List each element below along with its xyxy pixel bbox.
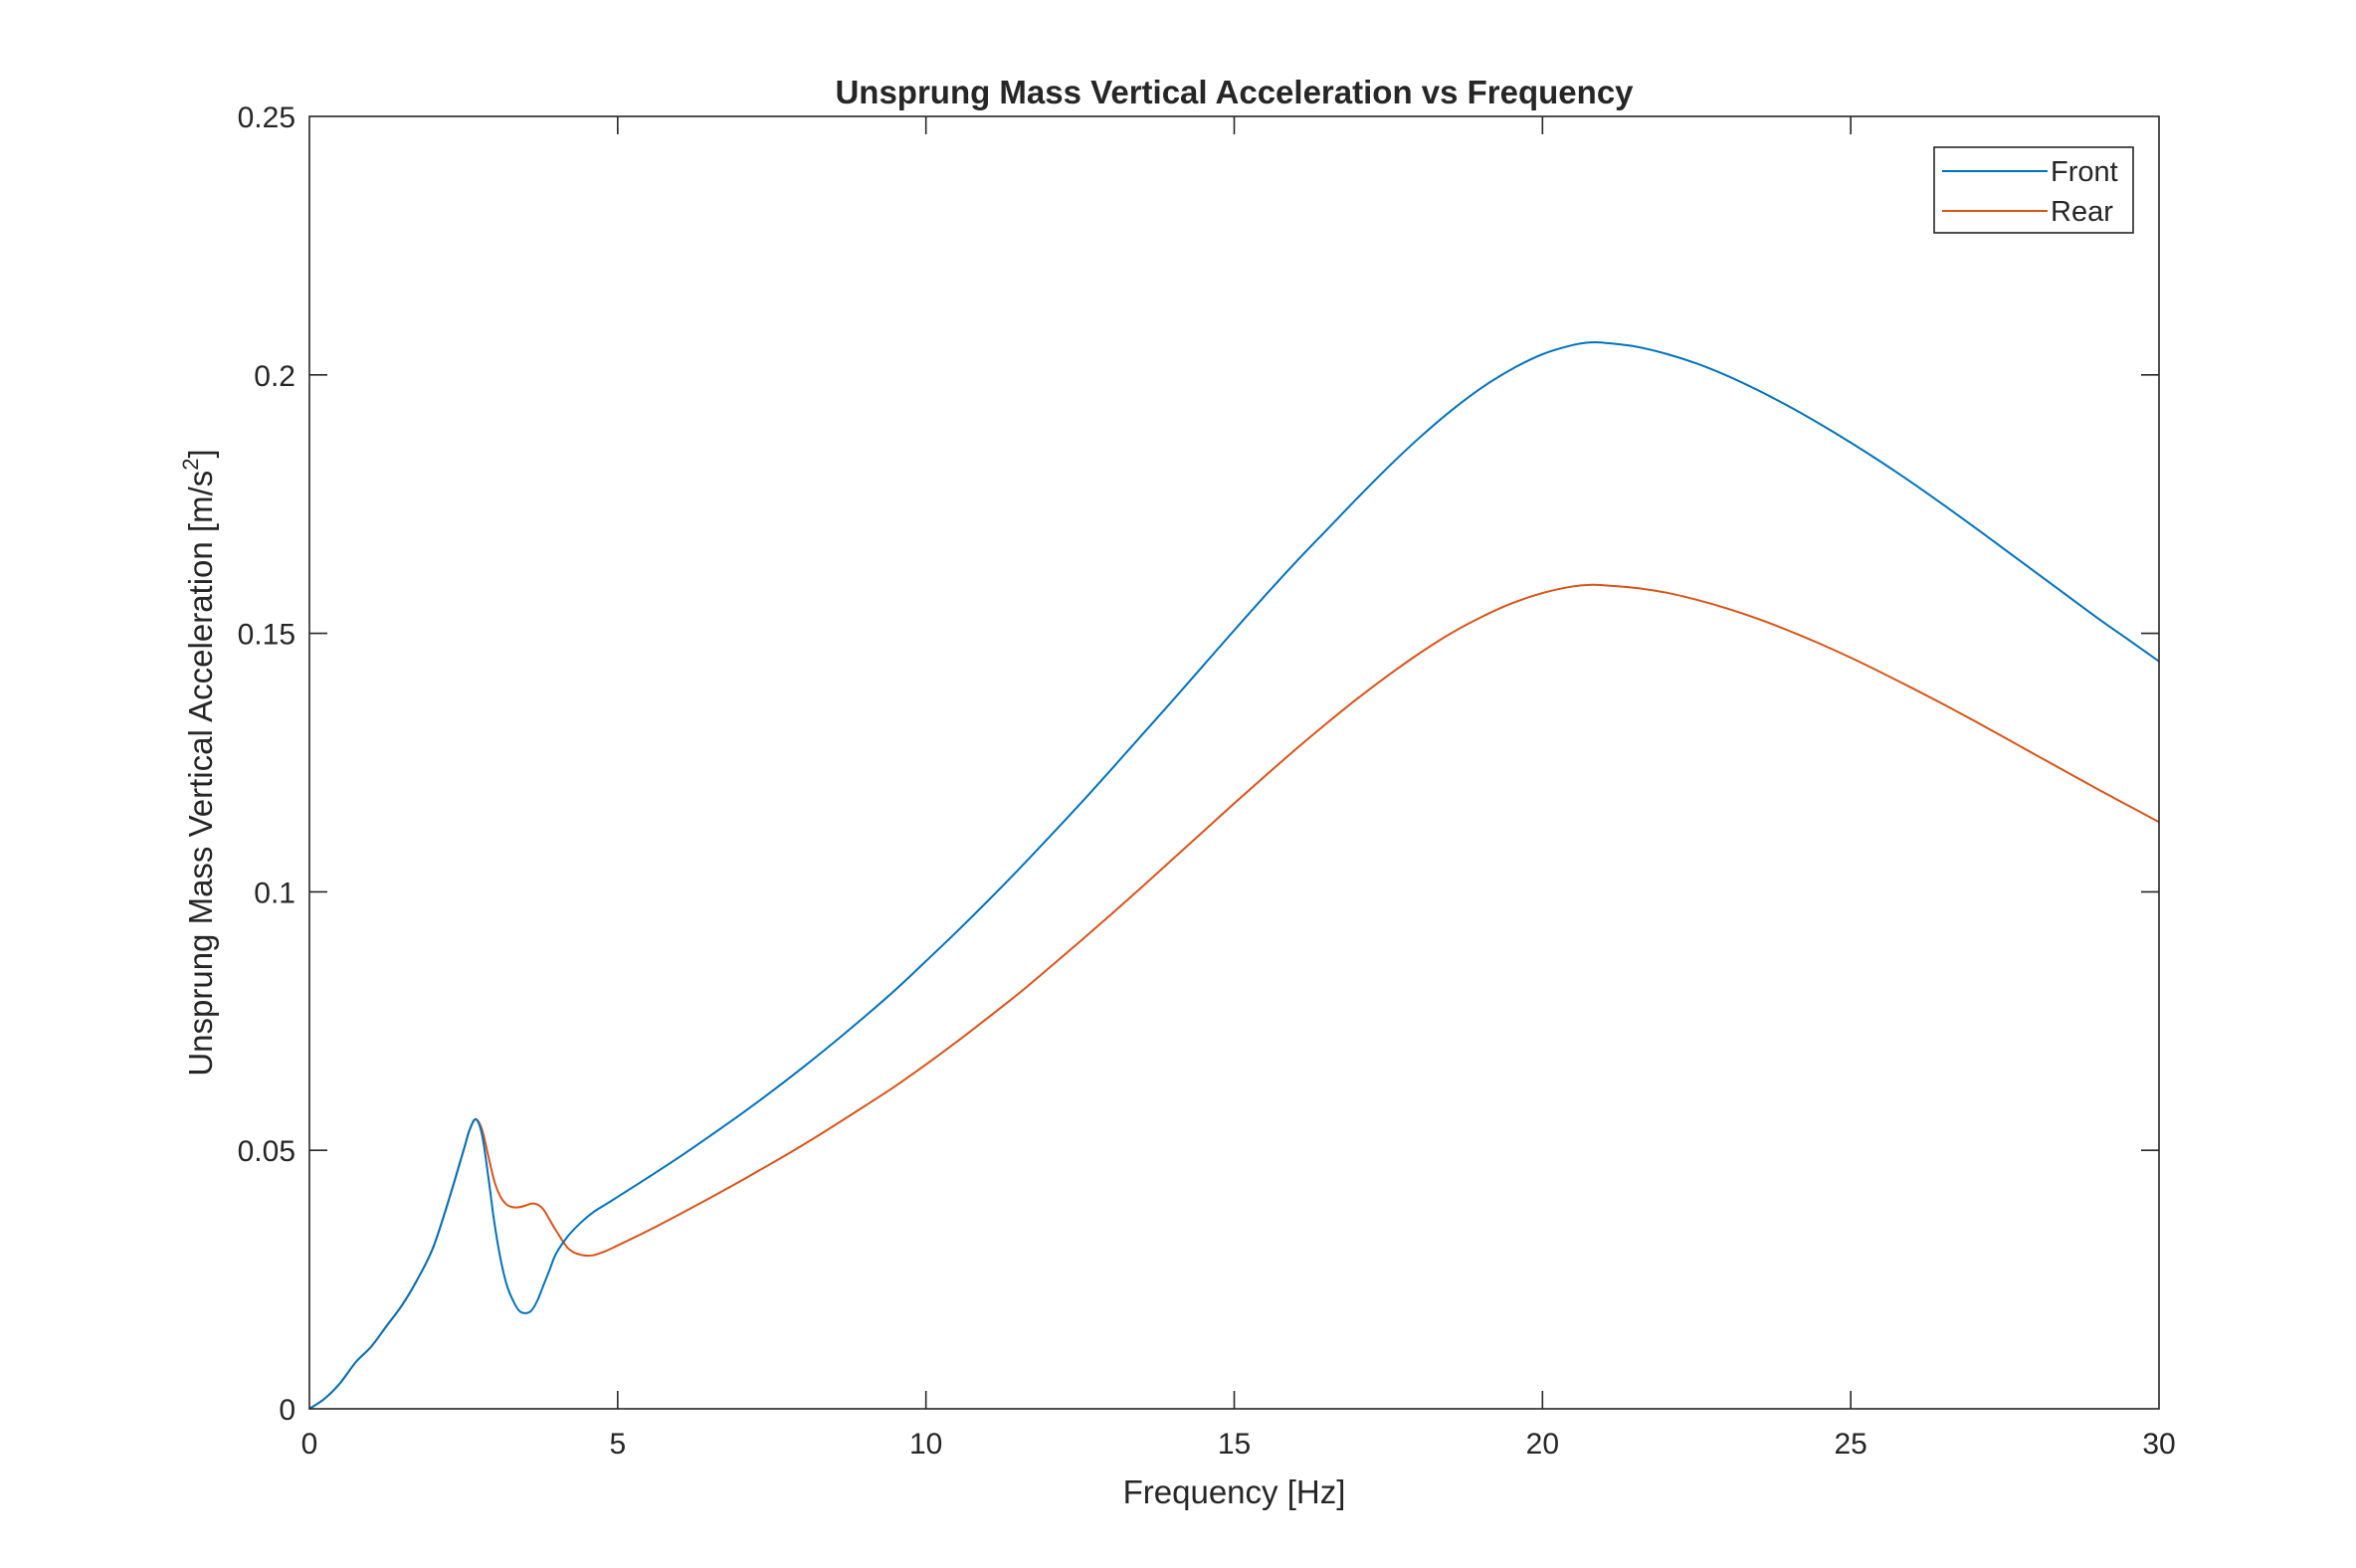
chart-title: Unsprung Mass Vertical Acceleration vs F… xyxy=(835,74,1634,110)
x-tick-label: 20 xyxy=(1526,1428,1559,1461)
y-tick-label: 0.2 xyxy=(254,360,295,393)
series-layer xyxy=(308,340,2160,1410)
legend-box xyxy=(1933,146,2134,234)
x-axis-ticks: 0 5 10 15 20 25 30 xyxy=(301,116,2176,1461)
y-axis-label-superscript: 2 xyxy=(178,459,203,471)
x-tick-label: 10 xyxy=(909,1428,942,1461)
legend-label-rear: Rear xyxy=(2051,196,2113,228)
series-line-rear xyxy=(308,583,2160,1410)
y-axis-label: Unsprung Mass Vertical Acceleration [m/s… xyxy=(178,449,219,1076)
series-line-front xyxy=(308,340,2160,1410)
plot-area xyxy=(309,116,2159,1409)
x-axis-label: Frequency [Hz] xyxy=(1123,1473,1346,1510)
y-tick-label: 0 xyxy=(279,1394,295,1427)
x-tick-label: 30 xyxy=(2142,1428,2175,1461)
y-axis-ticks: 0 0.05 0.1 0.15 0.2 0.25 xyxy=(238,101,2159,1427)
y-axis-label-main: Unsprung Mass Vertical Acceleration [m/s xyxy=(182,471,219,1077)
y-tick-label: 0.15 xyxy=(238,619,295,652)
y-tick-label: 0.25 xyxy=(238,101,295,134)
legend-label-front: Front xyxy=(2051,156,2118,188)
x-tick-label: 0 xyxy=(301,1428,318,1461)
x-tick-label: 15 xyxy=(1218,1428,1251,1461)
legend[interactable]: Front Rear xyxy=(1933,146,2134,234)
y-tick-label: 0.1 xyxy=(254,877,295,909)
y-tick-label: 0.05 xyxy=(238,1135,295,1168)
x-tick-label: 25 xyxy=(1834,1428,1866,1461)
y-axis-label-suffix: ] xyxy=(182,449,219,458)
x-tick-label: 5 xyxy=(609,1428,626,1461)
